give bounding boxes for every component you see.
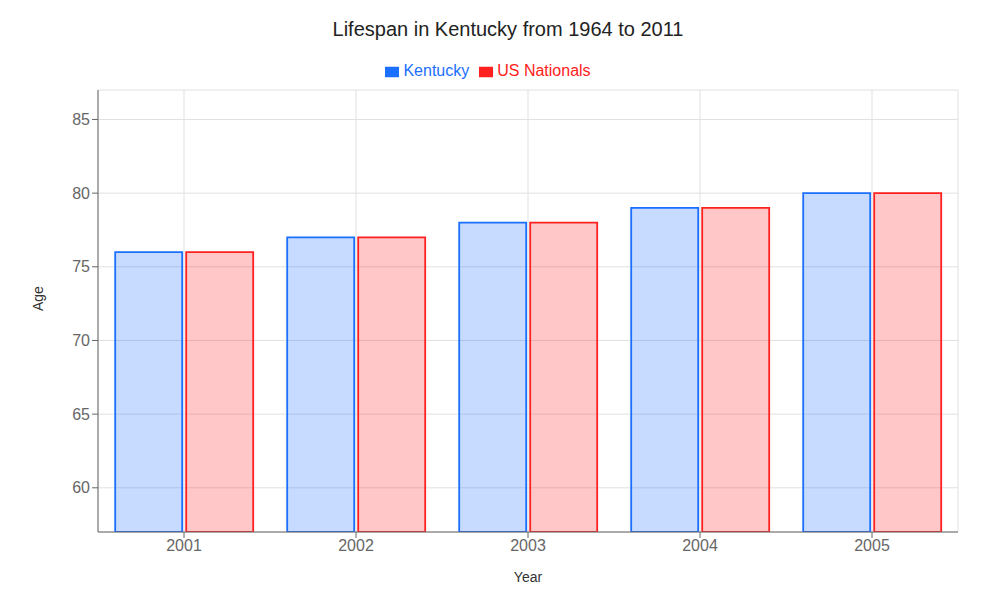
svg-text:70: 70 [72, 332, 90, 349]
svg-text:60: 60 [72, 479, 90, 496]
svg-text:2003: 2003 [510, 537, 546, 554]
svg-text:75: 75 [72, 258, 90, 275]
svg-text:2004: 2004 [682, 537, 718, 554]
html-text:Kentucky: Kentucky [403, 62, 470, 79]
svg-text:2001: 2001 [166, 537, 202, 554]
svg-text:80: 80 [72, 185, 90, 202]
svg-text:2002: 2002 [338, 537, 374, 554]
svg-text:85: 85 [72, 111, 90, 128]
svg-text:Age: Age [30, 286, 46, 311]
svg-text:65: 65 [72, 406, 90, 423]
html-text:Lifespan in Kentucky from 1964: Lifespan in Kentucky from 1964 to 2011 [332, 18, 684, 40]
svg-text:Year: Year [514, 569, 543, 585]
html-text:US Nationals: US Nationals [497, 62, 591, 79]
svg-text:2005: 2005 [854, 537, 890, 554]
